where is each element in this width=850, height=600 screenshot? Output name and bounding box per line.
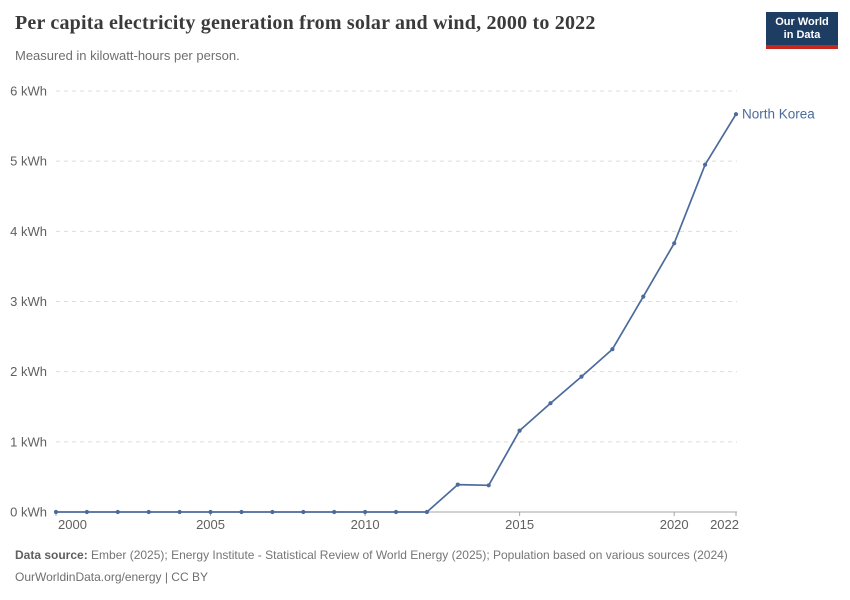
- data-point: [146, 509, 151, 515]
- chart-footer: Data source: Ember (2025); Energy Instit…: [15, 544, 728, 588]
- x-axis-tick-label: 2010: [351, 517, 380, 532]
- data-point: [270, 509, 275, 515]
- data-point: [548, 401, 553, 406]
- y-axis-tick-label: 0 kWh: [10, 505, 47, 520]
- data-point: [177, 509, 182, 515]
- series-end-label: North Korea: [742, 107, 815, 122]
- data-point: [239, 509, 244, 515]
- data-point: [641, 294, 646, 299]
- y-axis-tick-label: 2 kWh: [10, 364, 47, 379]
- data-point: [733, 112, 739, 117]
- data-point: [579, 374, 584, 379]
- owid-logo-line1: Our World: [775, 16, 829, 28]
- data-point: [672, 241, 677, 246]
- data-point: [301, 509, 306, 515]
- page-title: Per capita electricity generation from s…: [15, 12, 596, 34]
- x-axis-tick-label: 2022: [710, 517, 739, 532]
- line-series: [55, 113, 737, 513]
- owid-logo[interactable]: Our World in Data: [766, 12, 838, 49]
- data-point: [332, 509, 337, 515]
- x-axis-tick-label: 2015: [505, 517, 534, 532]
- data-point: [424, 509, 429, 515]
- data-source-line: Data source: Ember (2025); Energy Instit…: [15, 544, 728, 566]
- data-point: [363, 509, 368, 515]
- data-point: [84, 509, 89, 515]
- x-axis-tick-label: 2000: [58, 517, 87, 532]
- data-point: [393, 509, 399, 515]
- y-axis-tick-label: 4 kWh: [10, 224, 47, 239]
- chart-subtitle: Measured in kilowatt-hours per person.: [15, 48, 240, 63]
- data-point: [486, 483, 491, 488]
- data-point: [517, 428, 522, 433]
- data-point: [610, 347, 615, 352]
- y-axis-tick-label: 1 kWh: [10, 434, 47, 449]
- y-axis-tick-label: 3 kWh: [10, 294, 47, 309]
- data-point: [455, 482, 460, 487]
- x-axis-tick-label: 2005: [196, 517, 225, 532]
- y-axis-tick-label: 5 kWh: [10, 154, 47, 169]
- footer-license-line[interactable]: OurWorldinData.org/energy | CC BY: [15, 570, 208, 584]
- data-point: [703, 162, 708, 167]
- data-point: [115, 509, 120, 515]
- data-point: [208, 509, 213, 515]
- data-source-text: Ember (2025); Energy Institute - Statist…: [87, 548, 728, 562]
- y-axis-tick-label: 6 kWh: [10, 84, 47, 99]
- x-axis-tick-label: 2020: [660, 517, 689, 532]
- data-source-label: Data source:: [15, 548, 88, 562]
- owid-logo-line2: in Data: [783, 29, 821, 41]
- data-point: [53, 509, 59, 515]
